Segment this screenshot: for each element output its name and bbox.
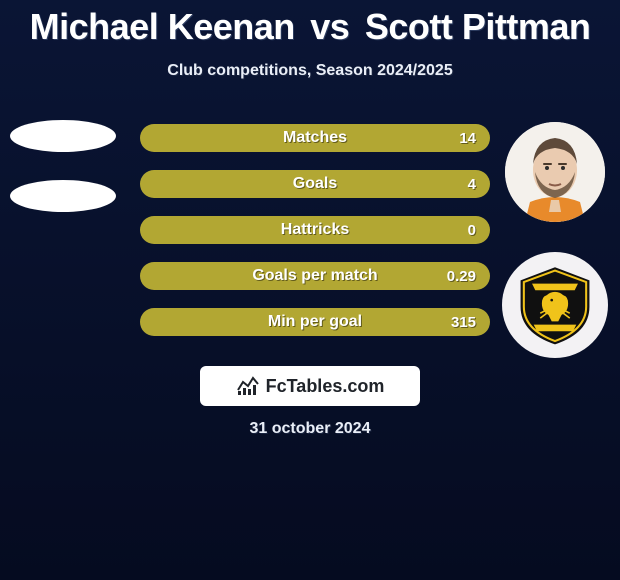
player2-name: Scott Pittman bbox=[365, 6, 591, 47]
stat-label: Matches bbox=[283, 129, 347, 147]
player-avatar bbox=[505, 122, 605, 222]
stat-value: 4 bbox=[468, 176, 476, 193]
brand-chart-icon bbox=[236, 376, 260, 396]
player1-name: Michael Keenan bbox=[30, 6, 295, 47]
club-crest bbox=[502, 252, 608, 358]
brand-text: FcTables.com bbox=[266, 376, 385, 397]
brand-badge: FcTables.com bbox=[200, 366, 420, 406]
stat-label: Goals per match bbox=[252, 267, 377, 285]
stat-bar: Matches 14 bbox=[140, 124, 490, 152]
stat-bar: Hattricks 0 bbox=[140, 216, 490, 244]
header: Michael Keenan vs Scott Pittman Club com… bbox=[0, 0, 620, 80]
left-placeholder-ellipse bbox=[10, 120, 116, 152]
stat-value: 0.29 bbox=[447, 268, 476, 285]
stat-value: 315 bbox=[451, 314, 476, 331]
crest-icon bbox=[514, 264, 596, 346]
stat-label: Hattricks bbox=[281, 221, 349, 239]
left-placeholder-ellipse bbox=[10, 180, 116, 212]
right-player-column bbox=[502, 122, 608, 358]
stat-label: Goals bbox=[293, 175, 337, 193]
stat-label: Min per goal bbox=[268, 313, 362, 331]
date-text: 31 october 2024 bbox=[0, 420, 620, 438]
left-player-column bbox=[10, 120, 116, 212]
stat-value: 14 bbox=[459, 130, 476, 147]
stat-value: 0 bbox=[468, 222, 476, 239]
avatar-icon bbox=[505, 122, 605, 222]
vs-separator: vs bbox=[304, 6, 355, 47]
stat-bar: Goals per match 0.29 bbox=[140, 262, 490, 290]
stat-bar: Min per goal 315 bbox=[140, 308, 490, 336]
subtitle: Club competitions, Season 2024/2025 bbox=[0, 62, 620, 80]
page-title: Michael Keenan vs Scott Pittman bbox=[0, 6, 620, 48]
stats-bars: Matches 14 Goals 4 Hattricks 0 Goals per… bbox=[140, 124, 490, 336]
stat-bar: Goals 4 bbox=[140, 170, 490, 198]
